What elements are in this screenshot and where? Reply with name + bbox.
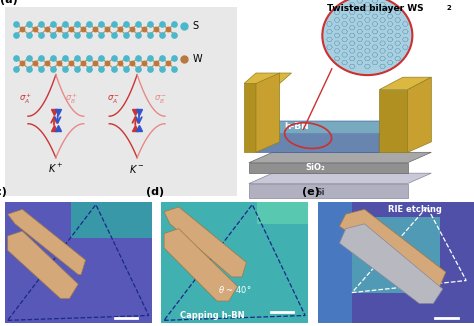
Text: $\theta$ ~ 40°: $\theta$ ~ 40°: [218, 284, 251, 295]
Text: W: W: [193, 53, 202, 64]
Polygon shape: [71, 202, 152, 238]
Polygon shape: [249, 173, 431, 184]
Text: (e): (e): [302, 187, 319, 197]
Polygon shape: [379, 77, 431, 90]
Polygon shape: [408, 77, 431, 152]
Text: $\sigma^+_A$: $\sigma^+_A$: [19, 91, 32, 106]
Polygon shape: [256, 73, 280, 152]
Polygon shape: [249, 152, 431, 163]
Polygon shape: [256, 121, 403, 134]
Text: $K^+$: $K^+$: [48, 162, 64, 175]
Text: $\sigma^-_A$: $\sigma^-_A$: [107, 94, 120, 106]
Polygon shape: [244, 83, 256, 152]
Text: SiO₂: SiO₂: [305, 163, 325, 172]
Text: Capping h-BN: Capping h-BN: [180, 311, 245, 320]
Polygon shape: [339, 209, 446, 287]
Polygon shape: [256, 134, 379, 152]
Polygon shape: [249, 184, 408, 198]
Polygon shape: [352, 216, 439, 293]
Text: $K^-$: $K^-$: [129, 163, 145, 175]
Polygon shape: [257, 202, 308, 224]
Polygon shape: [339, 224, 443, 304]
Text: (c): (c): [0, 187, 7, 197]
Polygon shape: [379, 121, 403, 152]
Polygon shape: [8, 231, 78, 299]
Text: Si: Si: [315, 188, 325, 198]
Text: RIE etching: RIE etching: [388, 205, 441, 214]
Polygon shape: [164, 207, 246, 277]
Text: Twisted bilayer WS: Twisted bilayer WS: [327, 4, 424, 13]
Circle shape: [322, 0, 412, 75]
Text: $\sigma^+_B$: $\sigma^+_B$: [65, 91, 79, 106]
Text: S: S: [193, 22, 199, 31]
Polygon shape: [244, 73, 292, 83]
Text: (a): (a): [0, 0, 18, 5]
Polygon shape: [8, 209, 85, 274]
Text: (d): (d): [146, 187, 164, 197]
Polygon shape: [379, 90, 408, 152]
Polygon shape: [318, 202, 352, 323]
Text: h-BN: h-BN: [284, 122, 309, 131]
Text: 2: 2: [447, 6, 452, 11]
Polygon shape: [249, 163, 408, 173]
Polygon shape: [164, 229, 237, 301]
Text: $\sigma^-_B$: $\sigma^-_B$: [154, 94, 167, 106]
